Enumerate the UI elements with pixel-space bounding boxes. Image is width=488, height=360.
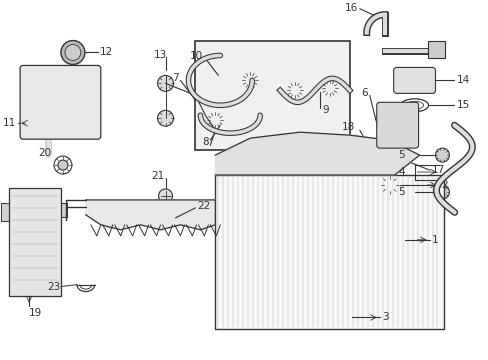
Text: 4: 4 (397, 167, 404, 177)
Bar (1, 203, 9, 221)
Circle shape (305, 137, 314, 147)
Circle shape (403, 77, 409, 84)
Circle shape (207, 112, 223, 128)
Text: 6: 6 (361, 88, 367, 98)
FancyBboxPatch shape (20, 66, 101, 139)
Circle shape (264, 143, 275, 153)
Circle shape (286, 82, 303, 98)
Text: 9: 9 (321, 105, 328, 115)
Circle shape (411, 77, 417, 84)
Text: 22: 22 (197, 201, 210, 211)
Text: 18: 18 (341, 122, 354, 132)
Circle shape (379, 145, 389, 155)
Circle shape (65, 45, 81, 60)
Text: 3: 3 (381, 312, 387, 323)
Circle shape (335, 314, 343, 321)
Circle shape (157, 75, 173, 91)
Text: 14: 14 (455, 75, 468, 85)
Text: 15: 15 (455, 100, 468, 110)
Text: 19: 19 (28, 309, 41, 319)
Text: 8: 8 (202, 137, 208, 147)
Circle shape (54, 156, 72, 174)
Circle shape (435, 185, 448, 199)
Circle shape (321, 80, 337, 96)
Circle shape (380, 176, 398, 194)
Text: 10: 10 (190, 51, 203, 62)
Polygon shape (215, 132, 419, 175)
Circle shape (157, 110, 173, 126)
Circle shape (58, 160, 68, 170)
Circle shape (242, 72, 258, 88)
FancyBboxPatch shape (393, 67, 435, 93)
Text: 23: 23 (48, 282, 61, 292)
Text: 1: 1 (430, 235, 437, 245)
Text: 20: 20 (39, 148, 51, 158)
Polygon shape (86, 200, 215, 230)
Text: 13: 13 (154, 50, 167, 60)
Text: 11: 11 (3, 118, 16, 128)
Circle shape (328, 306, 350, 328)
Circle shape (419, 77, 425, 84)
Circle shape (384, 180, 394, 190)
Bar (9, 188, 61, 296)
Text: 21: 21 (151, 171, 164, 181)
Text: 5: 5 (397, 187, 404, 197)
Bar (427, 41, 445, 58)
Text: 2: 2 (441, 180, 447, 190)
Circle shape (435, 148, 448, 162)
Circle shape (332, 310, 346, 324)
FancyBboxPatch shape (376, 102, 418, 148)
Circle shape (158, 189, 172, 203)
Text: 7: 7 (171, 73, 178, 84)
Bar (195, 41, 349, 150)
Circle shape (349, 135, 359, 145)
Text: 5: 5 (397, 150, 404, 160)
Bar (215, 175, 444, 329)
Bar (61, 203, 67, 217)
Text: 12: 12 (100, 48, 113, 58)
Text: 17: 17 (430, 165, 444, 175)
Text: 16: 16 (344, 3, 357, 13)
Circle shape (61, 41, 85, 64)
Circle shape (368, 157, 380, 169)
